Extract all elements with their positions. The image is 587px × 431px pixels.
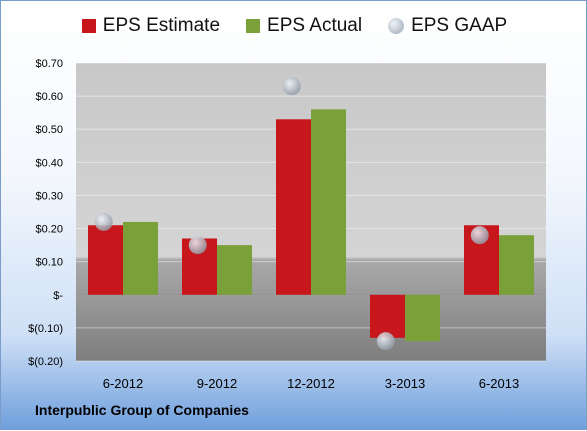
bar-actual — [217, 245, 252, 295]
bar-actual — [311, 109, 346, 295]
bar-estimate — [88, 225, 123, 295]
gaap-marker — [470, 226, 489, 245]
bar-actual — [123, 221, 158, 295]
y-tick-label: $0.60 — [35, 91, 63, 103]
y-tick-label: $0.50 — [35, 124, 63, 136]
legend-item-gaap: EPS GAAP — [388, 15, 507, 37]
y-tick-label: $(0.20) — [28, 356, 63, 368]
bar-estimate — [370, 294, 405, 338]
legend-item-estimate: EPS Estimate — [81, 15, 221, 37]
legend-swatch-actual — [246, 19, 261, 33]
bar-actual — [405, 294, 440, 342]
x-tick-label: 9-2012 — [197, 376, 237, 391]
legend-label-estimate: EPS Estimate — [102, 15, 221, 36]
legend-swatch-gaap — [388, 18, 405, 34]
gaap-markers — [94, 77, 489, 351]
legend-label-gaap: EPS GAAP — [411, 15, 508, 36]
x-tick-label: 3-2013 — [385, 376, 425, 391]
bar-actual — [499, 235, 534, 295]
x-tick-label: 6-2013 — [479, 376, 519, 391]
y-axis-ticks: $0.70 $0.60 $0.50 $0.40 $0.30 $0.20 $0.10 $- $(0… — [28, 58, 63, 368]
x-tick-label: 12-2012 — [287, 376, 335, 391]
gaap-marker — [94, 212, 113, 231]
y-tick-label: $0.10 — [35, 257, 63, 269]
y-tick-label: $0.20 — [35, 224, 63, 236]
company-name: Interpublic Group of Companies — [35, 402, 249, 418]
gaap-marker — [188, 236, 207, 255]
chart-legend: EPS Estimate EPS Actual EPS GAAP — [1, 15, 587, 37]
gaap-marker — [376, 332, 395, 351]
x-tick-label: 6-2012 — [103, 376, 143, 391]
y-tick-label: $0.70 — [35, 58, 63, 70]
bar-series — [88, 109, 534, 342]
y-tick-label: $(0.10) — [28, 323, 63, 335]
legend-label-actual: EPS Actual — [267, 15, 363, 36]
y-tick-label: $- — [53, 290, 63, 302]
bar-estimate — [276, 119, 311, 295]
x-axis-ticks: 6-2012 9-2012 12-2012 3-2013 6-2013 — [103, 376, 519, 391]
y-tick-label: $0.40 — [35, 157, 63, 169]
legend-swatch-estimate — [81, 19, 96, 33]
y-tick-label: $0.30 — [35, 190, 63, 202]
gaap-marker — [282, 77, 301, 96]
legend-item-actual: EPS Actual — [246, 15, 362, 37]
